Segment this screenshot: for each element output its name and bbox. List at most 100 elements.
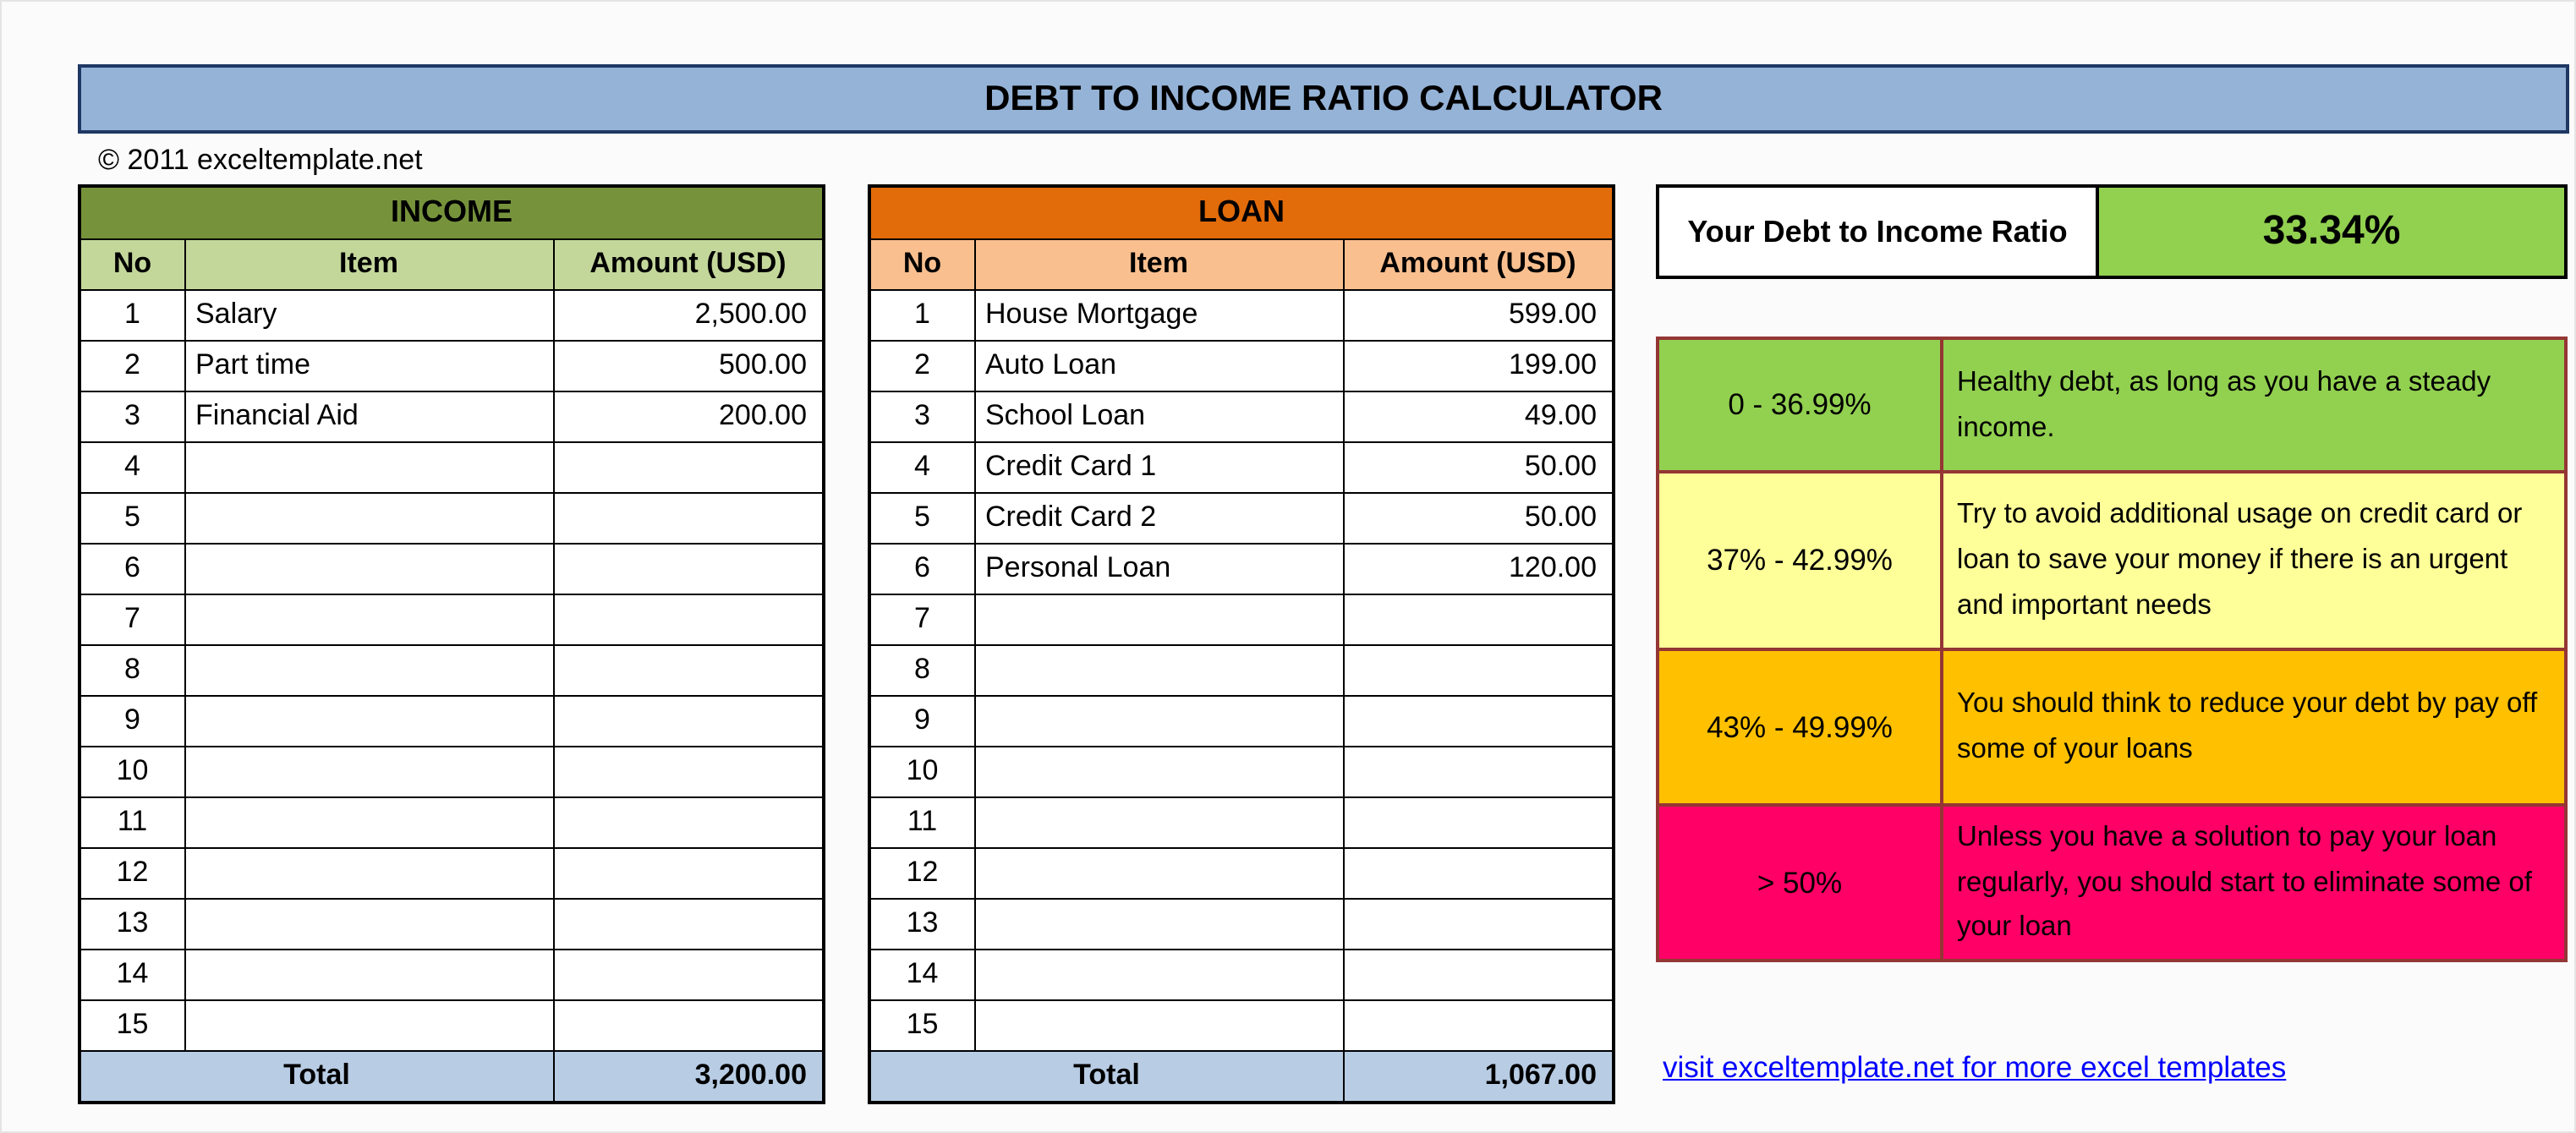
- row-number-cell[interactable]: 2: [869, 339, 975, 391]
- item-cell[interactable]: [184, 491, 554, 544]
- item-cell[interactable]: House Mortgage: [973, 288, 1344, 341]
- amount-cell[interactable]: [552, 593, 825, 645]
- amount-cell[interactable]: [1342, 643, 1614, 696]
- exceltemplate-link[interactable]: visit exceltemplate.net for more excel t…: [1663, 1050, 2287, 1084]
- row-number-cell[interactable]: 9: [869, 694, 975, 747]
- row-number-cell[interactable]: 12: [79, 846, 185, 899]
- row-number-cell[interactable]: 6: [869, 542, 975, 594]
- amount-cell[interactable]: [552, 542, 825, 594]
- row-number-cell[interactable]: 7: [79, 593, 185, 645]
- item-cell[interactable]: [973, 897, 1344, 950]
- amount-cell[interactable]: [1342, 999, 1614, 1051]
- amount-cell[interactable]: 49.00: [1342, 390, 1614, 442]
- row-number-cell[interactable]: 5: [79, 491, 185, 544]
- item-cell[interactable]: [184, 542, 554, 594]
- item-cell[interactable]: Financial Aid: [184, 390, 554, 442]
- amount-cell[interactable]: [1342, 897, 1614, 950]
- amount-cell[interactable]: [552, 745, 825, 797]
- row-number-cell[interactable]: 14: [79, 948, 185, 1000]
- legend-range: 43% - 49.99%: [1659, 651, 1943, 803]
- item-cell[interactable]: [184, 441, 554, 493]
- legend-row: 43% - 49.99% You should think to reduce y…: [1659, 651, 2564, 807]
- item-cell[interactable]: [184, 999, 554, 1051]
- item-cell[interactable]: Part time: [184, 339, 554, 391]
- item-cell[interactable]: [184, 643, 554, 696]
- row-number-cell[interactable]: 4: [869, 441, 975, 493]
- row-number-cell[interactable]: 11: [869, 796, 975, 848]
- amount-cell[interactable]: 599.00: [1342, 288, 1614, 341]
- item-cell[interactable]: [184, 694, 554, 747]
- row-number-cell[interactable]: 15: [869, 999, 975, 1051]
- amount-cell[interactable]: [1342, 694, 1614, 747]
- item-cell[interactable]: Credit Card 2: [973, 491, 1344, 544]
- item-cell[interactable]: [184, 948, 554, 1000]
- amount-cell[interactable]: 50.00: [1342, 491, 1614, 544]
- amount-cell[interactable]: [1342, 846, 1614, 899]
- item-cell[interactable]: Auto Loan: [973, 339, 1344, 391]
- item-cell[interactable]: [973, 948, 1344, 1000]
- row-number-cell[interactable]: 8: [869, 643, 975, 696]
- item-cell[interactable]: Salary: [184, 288, 554, 341]
- amount-cell[interactable]: [552, 796, 825, 848]
- amount-cell[interactable]: 2,500.00: [552, 288, 825, 341]
- amount-cell[interactable]: 200.00: [552, 390, 825, 442]
- row-number-cell[interactable]: 13: [79, 897, 185, 950]
- loan-table: LOAN No Item Amount (USD) 1 House Mortgag…: [868, 184, 1615, 1104]
- item-cell[interactable]: [184, 593, 554, 645]
- row-number-cell[interactable]: 1: [79, 288, 185, 341]
- copyright-text: © 2011 exceltemplate.net: [98, 144, 423, 176]
- amount-cell[interactable]: [1342, 796, 1614, 848]
- amount-cell[interactable]: 199.00: [1342, 339, 1614, 391]
- amount-cell[interactable]: 120.00: [1342, 542, 1614, 594]
- row-number-cell[interactable]: 3: [79, 390, 185, 442]
- row-number-cell[interactable]: 6: [79, 542, 185, 594]
- amount-cell[interactable]: [552, 694, 825, 747]
- item-cell[interactable]: [973, 796, 1344, 848]
- row-number-cell[interactable]: 1: [869, 288, 975, 341]
- row-number-cell[interactable]: 7: [869, 593, 975, 645]
- row-number-cell[interactable]: 5: [869, 491, 975, 544]
- row-number-cell[interactable]: 12: [869, 846, 975, 899]
- amount-cell[interactable]: [1342, 948, 1614, 1000]
- row-number-cell[interactable]: 4: [79, 441, 185, 493]
- item-cell[interactable]: [184, 846, 554, 899]
- row-number-cell[interactable]: 3: [869, 390, 975, 442]
- row-number-cell[interactable]: 9: [79, 694, 185, 747]
- item-cell[interactable]: Credit Card 1: [973, 441, 1344, 493]
- row-number-cell[interactable]: 15: [79, 999, 185, 1051]
- row-number-cell[interactable]: 11: [79, 796, 185, 848]
- row-number-cell[interactable]: 2: [79, 339, 185, 391]
- table-row: 12: [869, 846, 1614, 899]
- item-cell[interactable]: [184, 796, 554, 848]
- amount-cell[interactable]: [552, 897, 825, 950]
- amount-cell[interactable]: [552, 846, 825, 899]
- item-cell[interactable]: School Loan: [973, 390, 1344, 442]
- amount-cell[interactable]: [1342, 593, 1614, 645]
- item-cell[interactable]: [973, 846, 1344, 899]
- item-cell[interactable]: [973, 694, 1344, 747]
- item-cell[interactable]: [973, 999, 1344, 1051]
- amount-cell[interactable]: [552, 491, 825, 544]
- row-number-cell[interactable]: 8: [79, 643, 185, 696]
- row-number-cell[interactable]: 10: [869, 745, 975, 797]
- table-row: 14: [869, 948, 1614, 1000]
- row-number-cell[interactable]: 13: [869, 897, 975, 950]
- item-cell[interactable]: Personal Loan: [973, 542, 1344, 594]
- table-row: 8: [79, 643, 825, 696]
- amount-cell[interactable]: [552, 948, 825, 1000]
- amount-cell[interactable]: [1342, 745, 1614, 797]
- amount-cell[interactable]: 500.00: [552, 339, 825, 391]
- amount-cell[interactable]: [552, 441, 825, 493]
- row-number-cell[interactable]: 14: [869, 948, 975, 1000]
- amount-cell[interactable]: [552, 999, 825, 1051]
- item-cell[interactable]: [184, 897, 554, 950]
- item-cell[interactable]: [973, 593, 1344, 645]
- amount-cell[interactable]: 50.00: [1342, 441, 1614, 493]
- income-column-amount: Amount (USD): [552, 238, 825, 290]
- item-cell[interactable]: [973, 745, 1344, 797]
- item-cell[interactable]: [184, 745, 554, 797]
- amount-cell[interactable]: [552, 643, 825, 696]
- table-row: 8: [869, 643, 1614, 696]
- row-number-cell[interactable]: 10: [79, 745, 185, 797]
- item-cell[interactable]: [973, 643, 1344, 696]
